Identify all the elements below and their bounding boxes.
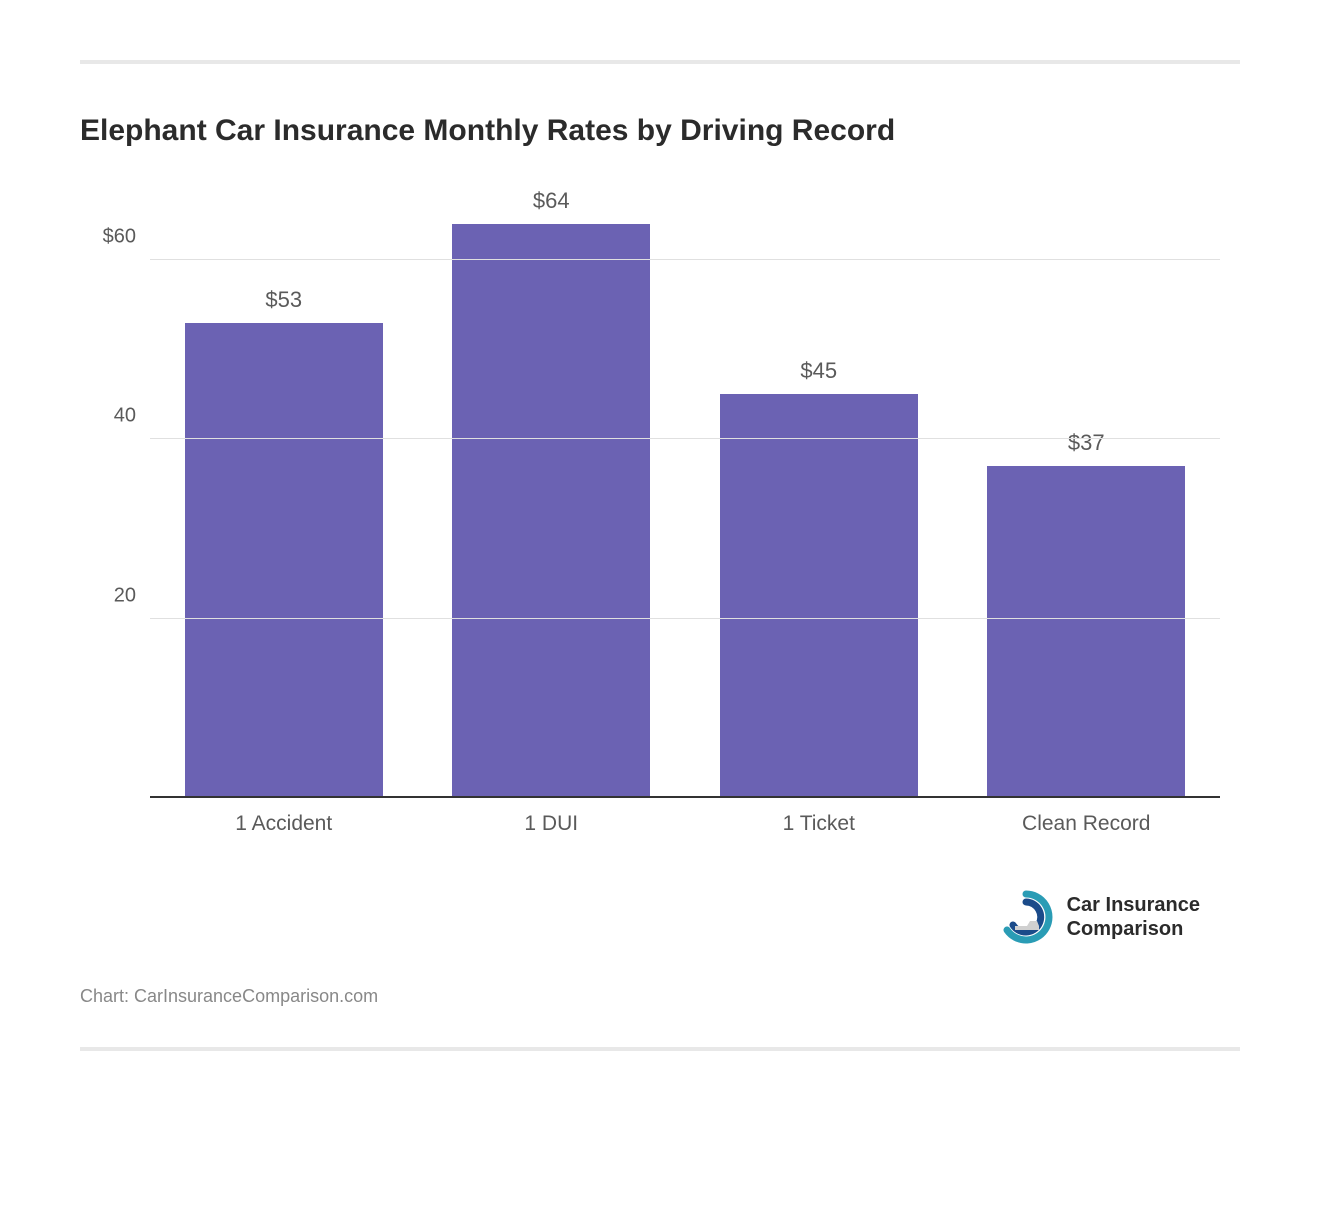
x-tick-label: Clean Record: [953, 798, 1221, 848]
brand-icon: [997, 888, 1055, 946]
bar-value-label: $53: [265, 287, 302, 313]
x-tick-label: 1 DUI: [418, 798, 686, 848]
brand-logo: Car Insurance Comparison: [997, 888, 1200, 946]
x-tick-label: 1 Accident: [150, 798, 418, 848]
bar-value-label: $37: [1068, 430, 1105, 456]
x-tick-label: 1 Ticket: [685, 798, 953, 848]
bars-group: $53 $64 $45 $37: [150, 188, 1220, 798]
bar-column: $64: [418, 188, 686, 798]
x-axis-labels: 1 Accident1 DUI1 TicketClean Record: [150, 798, 1220, 848]
bar-rect: [720, 394, 918, 798]
gridline: [150, 618, 1220, 619]
y-tick-label: 40: [114, 405, 136, 428]
brand-text: Car Insurance Comparison: [1067, 893, 1200, 941]
brand-line2: Comparison: [1067, 917, 1200, 941]
brand-line1: Car Insurance: [1067, 893, 1200, 917]
bottom-divider: [80, 1047, 1240, 1051]
bar-rect: [185, 323, 383, 798]
gridline: [150, 438, 1220, 439]
gridline: [150, 259, 1220, 260]
chart-title: Elephant Car Insurance Monthly Rates by …: [80, 114, 1240, 148]
brand-row: Car Insurance Comparison: [80, 868, 1240, 976]
y-tick-label: $60: [103, 225, 136, 248]
bar-column: $45: [685, 188, 953, 798]
bar-value-label: $45: [800, 358, 837, 384]
top-divider: [80, 60, 1240, 64]
bar-column: $53: [150, 188, 418, 798]
bar-column: $37: [953, 188, 1221, 798]
bar-rect: [987, 466, 1185, 798]
chart-source: Chart: CarInsuranceComparison.com: [80, 986, 1240, 1007]
chart-container: $53 $64 $45 $37 20 40 $60 1 Accident1 DUI1 Ti…: [80, 188, 1240, 848]
y-tick-label: 20: [114, 584, 136, 607]
plot-area: $53$64$45$37 2040$60: [150, 188, 1220, 798]
bar-value-label: $64: [533, 188, 570, 214]
bar-rect: [452, 224, 650, 798]
